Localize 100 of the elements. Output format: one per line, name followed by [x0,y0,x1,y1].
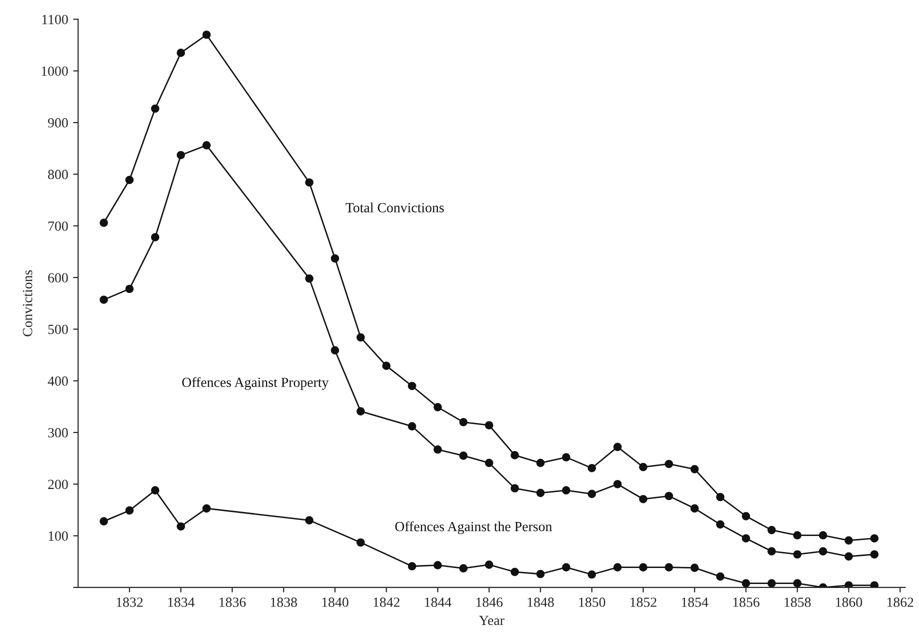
y-tick-label: 1000 [42,66,68,76]
point [613,563,622,572]
point [690,464,699,474]
point [793,550,802,559]
point [536,488,545,498]
point [100,517,108,526]
point [818,547,828,556]
point [510,451,519,460]
point [588,464,596,472]
x-tick-label: 1838 [270,598,297,607]
point [434,561,442,570]
x-tick-label: 1834 [168,598,195,607]
point [459,452,468,460]
point [125,176,134,184]
x-tick-label: 1850 [579,598,606,607]
y-tick-label: 800 [48,170,68,180]
point [562,453,570,462]
x-tick-label: 1844 [425,598,452,607]
point [510,568,519,576]
x-tick-label: 1842 [374,598,400,607]
x-tick-label: 1840 [322,598,348,607]
point [100,296,108,304]
point [408,422,416,430]
point [716,572,724,581]
y-tick-label: 600 [48,273,68,282]
series-label: Offences Against the Person [395,521,552,534]
x-tick-label: 1862 [887,598,914,607]
point [536,570,545,578]
point [562,563,570,572]
point [459,564,468,572]
point [639,462,648,472]
point [434,403,442,412]
point [151,233,160,242]
point [356,538,365,547]
point [356,333,365,342]
y-tick-label: 500 [48,324,68,334]
series-label: Total Convictions [346,202,444,212]
point [870,534,879,543]
point [510,484,519,492]
point [664,563,674,572]
point [202,141,211,150]
point [742,579,750,588]
point [870,581,879,588]
y-tick-label: 400 [48,376,68,386]
point [844,581,853,588]
point [716,520,724,529]
x-tick-label: 1856 [733,598,760,607]
x-tick-label: 1860 [836,598,862,607]
point [330,346,340,355]
point [793,531,802,540]
x-axis-title: Year [479,616,504,626]
point [639,494,648,504]
point [151,486,160,494]
point [588,570,596,579]
point [639,563,648,572]
point [767,547,776,556]
point [202,30,211,39]
point [100,218,108,227]
y-axis-title: Convictions [22,270,32,336]
x-tick-label: 1848 [528,598,554,607]
point [305,178,314,187]
y-tick-label: 900 [48,118,68,128]
point [767,526,776,534]
point [536,458,545,468]
point [690,564,699,572]
x-tick-label: 1858 [784,598,811,607]
point [613,480,622,488]
point [742,512,750,520]
point [305,274,314,283]
point [176,48,186,57]
point [356,407,365,416]
point [408,562,416,570]
point [484,458,494,468]
point [793,579,802,588]
point [664,492,674,500]
point [484,560,494,569]
point [434,445,442,454]
point [844,552,853,561]
point [330,254,340,263]
x-tick-label: 1846 [476,598,503,607]
point [176,150,186,160]
point [742,534,750,543]
point [588,490,596,498]
point [305,516,314,524]
point [382,362,391,370]
x-tick-label: 1836 [220,598,246,607]
point [176,522,186,531]
y-tick-label: 1100 [42,14,68,24]
x-tick-label: 1852 [630,598,656,607]
series-label: Offences Against Property [182,377,329,390]
y-tick-label: 300 [48,428,68,438]
point [818,531,828,540]
point [870,550,879,559]
point [844,536,853,545]
point [664,460,674,468]
x-tick-label: 1854 [682,598,708,607]
point [716,492,724,502]
point [690,504,699,513]
point [562,486,570,494]
point [151,104,160,113]
